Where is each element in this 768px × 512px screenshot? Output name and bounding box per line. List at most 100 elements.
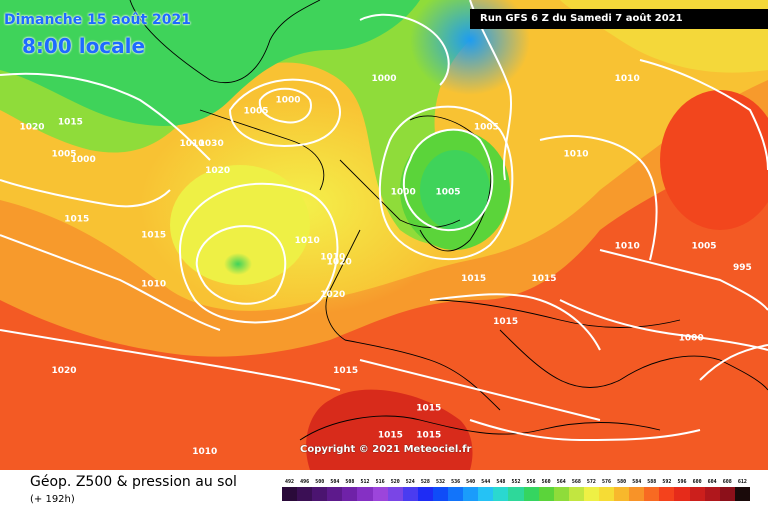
sahara-high <box>306 389 473 470</box>
scale-swatch <box>719 487 735 501</box>
scale-step: 576 <box>598 478 615 506</box>
scale-label: 516 <box>375 479 385 485</box>
scale-label: 608 <box>722 479 732 485</box>
yellow-core <box>170 165 310 285</box>
scale-swatch <box>538 487 554 501</box>
scale-label: 492 <box>285 479 295 485</box>
isobar-label: 1000 <box>275 96 300 106</box>
scale-swatch <box>342 487 358 501</box>
scale-swatch <box>297 487 313 501</box>
scale-swatch <box>312 487 328 501</box>
scale-label: 508 <box>345 479 355 485</box>
isobar-label: 1005 <box>243 106 268 116</box>
coastlines <box>129 0 768 441</box>
scale-step: 492 <box>282 478 298 506</box>
scale-step: 568 <box>568 478 584 506</box>
isobar-label: 1000 <box>371 74 396 84</box>
scale-swatch <box>704 487 720 501</box>
scale-swatch <box>327 487 343 501</box>
isobar-label: 1010 <box>615 74 640 84</box>
scale-swatch <box>357 487 373 501</box>
scale-step: 520 <box>387 478 403 506</box>
scale-label: 524 <box>405 479 415 485</box>
scale-step: 544 <box>478 478 494 506</box>
map-canvas: 1000100510151020100510001010103010201015… <box>0 0 768 470</box>
isobar-label: 1010 <box>192 447 217 457</box>
scale-swatch <box>493 487 509 501</box>
scale-step: 512 <box>357 478 373 506</box>
isobar-label: 1015 <box>531 274 556 284</box>
isobar-label: 1015 <box>416 404 441 414</box>
isobar-label: 995 <box>733 263 752 273</box>
isobar-label: 1015 <box>58 117 83 127</box>
isobar-label: 1000 <box>391 188 416 198</box>
isobar-label: 1010 <box>615 242 640 252</box>
isobar-label: 1015 <box>461 274 486 284</box>
scale-swatch <box>583 487 599 501</box>
scale-label: 612 <box>737 479 747 485</box>
scale-swatch <box>432 487 449 501</box>
scale-step: 552 <box>508 478 524 506</box>
isobar-label: 1010 <box>141 279 166 289</box>
scale-step: 600 <box>689 478 705 506</box>
scale-label: 544 <box>481 479 491 485</box>
scale-swatch <box>734 487 750 501</box>
scale-label: 580 <box>617 479 627 485</box>
isobar-label: 1015 <box>493 317 518 327</box>
isobar-label: 1020 <box>205 166 230 176</box>
russia-red <box>660 90 768 230</box>
scale-label: 500 <box>315 479 325 485</box>
isobar-label: 1020 <box>327 258 352 268</box>
forecast-date: Dimanche 15 août 2021 <box>4 12 191 28</box>
scale-swatch <box>372 487 388 501</box>
isobar-label: 1010 <box>563 150 588 160</box>
scale-step: 500 <box>312 478 328 506</box>
scale-step: 540 <box>463 478 479 506</box>
scale-swatch <box>463 487 479 501</box>
scale-swatch <box>598 487 615 501</box>
isobar-label: 1015 <box>416 431 441 441</box>
scale-label: 592 <box>662 479 672 485</box>
scale-swatch <box>629 487 645 501</box>
scale-swatch <box>659 487 675 501</box>
scale-swatch <box>282 487 298 501</box>
isobar-label: 1010 <box>179 139 204 149</box>
scale-swatch <box>387 487 403 501</box>
scale-label: 604 <box>707 479 717 485</box>
scale-swatch <box>689 487 705 501</box>
isobar-label: 1015 <box>333 366 358 376</box>
isobar-label: 1020 <box>320 290 345 300</box>
scale-label: 584 <box>632 479 642 485</box>
scale-label: 532 <box>435 479 445 485</box>
scale-step: 516 <box>372 478 388 506</box>
scale-label: 552 <box>511 479 521 485</box>
scale-label: 556 <box>526 479 536 485</box>
scale-label: 568 <box>571 479 581 485</box>
isobar-label: 1015 <box>378 431 403 441</box>
forecast-lead-time: (+ 192h) <box>30 494 75 505</box>
scale-step: 592 <box>659 478 675 506</box>
scale-swatch <box>523 487 539 501</box>
scale-label: 596 <box>677 479 687 485</box>
isobar-label: 1020 <box>51 366 76 376</box>
scale-step: 560 <box>538 478 554 506</box>
scale-step: 528 <box>417 478 433 506</box>
scale-step: 572 <box>583 478 599 506</box>
isobar-label: 1005 <box>474 123 499 133</box>
isobar-label: 1020 <box>19 123 44 133</box>
scale-swatch <box>402 487 418 501</box>
isobar-labels: 1000100510151020100510001010103010201015… <box>19 9 751 457</box>
scale-step: 524 <box>402 478 418 506</box>
scale-swatch <box>674 487 690 501</box>
scale-label: 572 <box>586 479 596 485</box>
scale-step: 504 <box>327 478 343 506</box>
product-title: Géop. Z500 & pression au sol <box>30 474 237 490</box>
scale-step: 556 <box>523 478 539 506</box>
scale-step: 604 <box>704 478 720 506</box>
scale-label: 560 <box>541 479 551 485</box>
scale-step: 612 <box>734 478 750 506</box>
scale-step: 588 <box>644 478 660 506</box>
scale-swatch <box>553 487 569 501</box>
isobar-label: 1010 <box>295 236 320 246</box>
z500-green-trough <box>0 0 420 126</box>
